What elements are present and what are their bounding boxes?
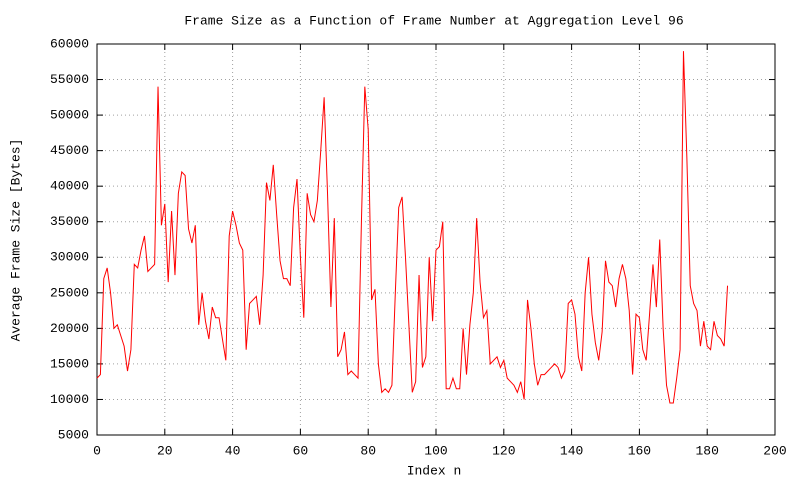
y-tick-label: 30000	[50, 250, 89, 265]
x-tick-label: 20	[157, 443, 173, 458]
x-tick-label: 60	[293, 443, 309, 458]
data-line	[96, 51, 729, 404]
x-tick-label: 140	[560, 443, 583, 458]
x-tick-label: 180	[695, 443, 718, 458]
x-axis-label: Index n	[407, 463, 462, 478]
x-tick-label: 80	[360, 443, 376, 458]
y-tick-label: 40000	[50, 179, 89, 194]
y-tick-label: 35000	[50, 214, 89, 229]
y-tick-label: 60000	[50, 36, 89, 51]
y-axis-label: Average Frame Size [Bytes]	[8, 139, 23, 342]
x-tick-label: 100	[424, 443, 447, 458]
y-tick-label: 55000	[50, 72, 89, 87]
y-tick-label: 15000	[50, 356, 89, 371]
x-tick-label: 200	[763, 443, 786, 458]
x-tick-label: 0	[93, 443, 101, 458]
y-tick-label: 50000	[50, 108, 89, 123]
x-tick-label: 40	[225, 443, 241, 458]
y-tick-label: 20000	[50, 321, 89, 336]
x-tick-label: 160	[628, 443, 651, 458]
x-tick-label: 120	[492, 443, 515, 458]
y-tick-label: 45000	[50, 143, 89, 158]
y-tick-label: 25000	[50, 285, 89, 300]
chart-title: Frame Size as a Function of Frame Number…	[184, 13, 683, 28]
y-tick-label: 5000	[58, 427, 89, 442]
plot-frame	[96, 43, 776, 436]
y-tick-label: 10000	[50, 392, 89, 407]
